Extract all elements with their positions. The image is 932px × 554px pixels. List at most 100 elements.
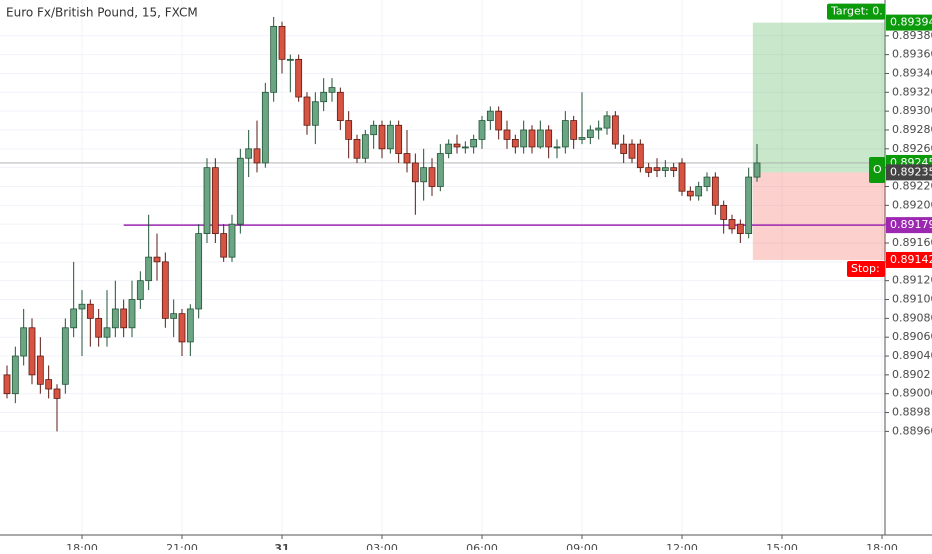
candle-body [336, 91, 344, 121]
x-tick-label: 31 [274, 542, 289, 550]
stop-label-bg [847, 260, 885, 277]
candle-body [636, 143, 644, 169]
candle-body [220, 233, 228, 258]
candle-body [520, 129, 528, 148]
candle-body [486, 110, 494, 121]
candle-body [211, 167, 219, 234]
stop-price-tag-bg [886, 251, 932, 268]
candle-body [736, 223, 744, 234]
candle-body [428, 167, 436, 187]
candle-body [678, 162, 686, 192]
y-tick-label: 0.8898 [892, 406, 931, 419]
candle-body [445, 143, 453, 154]
candle-body [111, 308, 119, 329]
horizontal-line-tag-bg [886, 217, 932, 234]
candle-body [136, 280, 144, 300]
candle-body [620, 143, 628, 154]
entry-marker: O [873, 163, 882, 176]
candle-body [553, 146, 561, 149]
candle-body [645, 167, 653, 173]
entry-marker-bg [869, 156, 885, 183]
stop-label: Stop: [851, 262, 880, 275]
candle-body [153, 256, 161, 263]
candle-body [195, 233, 203, 310]
entry-price-tag: 0.89235 [890, 165, 932, 178]
x-tick-label: 12:00 [666, 542, 698, 550]
candle-body [3, 374, 11, 395]
candle-body [503, 129, 511, 140]
candle-body [595, 127, 603, 131]
candle-body [20, 327, 28, 357]
candle-body [570, 120, 578, 140]
candle-body [536, 129, 544, 148]
stop-price-tag: 0.89142 [890, 253, 932, 266]
horizontal-line-tag: 0.89179 [890, 218, 932, 231]
target-label: Target: 0. [830, 5, 883, 18]
candle-body [345, 120, 353, 140]
candle-body [286, 58, 294, 61]
candle-body [245, 148, 253, 159]
candle-body [470, 139, 478, 148]
candle-body [170, 313, 178, 319]
candle-body [95, 317, 103, 338]
x-tick-label: 18:00 [866, 542, 898, 550]
y-tick-label: 0.89380 [892, 29, 932, 42]
candle-body [711, 176, 719, 206]
candle-body [561, 120, 569, 148]
candle-body [320, 91, 328, 103]
entry-price-tag-bg [886, 164, 932, 181]
candle-body [578, 137, 586, 140]
candle-body [303, 96, 311, 126]
candle-body [420, 167, 428, 183]
candle-body [478, 120, 486, 140]
candle-body [145, 256, 153, 282]
candle-body [686, 190, 694, 197]
candle-body [461, 146, 469, 149]
candle-body [261, 91, 269, 164]
candle-body [78, 303, 86, 310]
candle-body [236, 157, 244, 225]
chart-title: Euro Fx/British Pound, 15, FXCM [6, 6, 198, 20]
candle-body [545, 129, 553, 148]
candle-body [628, 143, 636, 159]
candle-body [411, 162, 419, 183]
candle-body [403, 153, 411, 164]
candle-body [178, 313, 186, 343]
x-tick-label: 18:00 [66, 542, 98, 550]
candle-body [61, 327, 69, 385]
candle-body [311, 101, 319, 126]
x-tick-label: 21:00 [166, 542, 198, 550]
candle-body [720, 204, 728, 220]
candle-body [53, 388, 61, 399]
candle-body [603, 115, 611, 129]
target-price-tag-bg [886, 14, 932, 31]
candle-body [203, 167, 211, 234]
candle-body [703, 176, 711, 187]
x-tick-label: 06:00 [466, 542, 498, 550]
candle-body [328, 87, 336, 93]
x-tick-label: 03:00 [366, 542, 398, 550]
x-tick-label: 15:00 [766, 542, 798, 550]
candle-body [611, 115, 619, 145]
candle-body [586, 129, 594, 138]
candle-body [528, 129, 536, 148]
candle-body [753, 162, 761, 178]
candle-body [295, 58, 303, 98]
candle-body [653, 167, 661, 171]
candle-body [511, 139, 519, 148]
candle-body [70, 308, 78, 329]
candle-body [45, 379, 53, 390]
candle-body [436, 153, 444, 187]
candle-body [28, 327, 36, 376]
